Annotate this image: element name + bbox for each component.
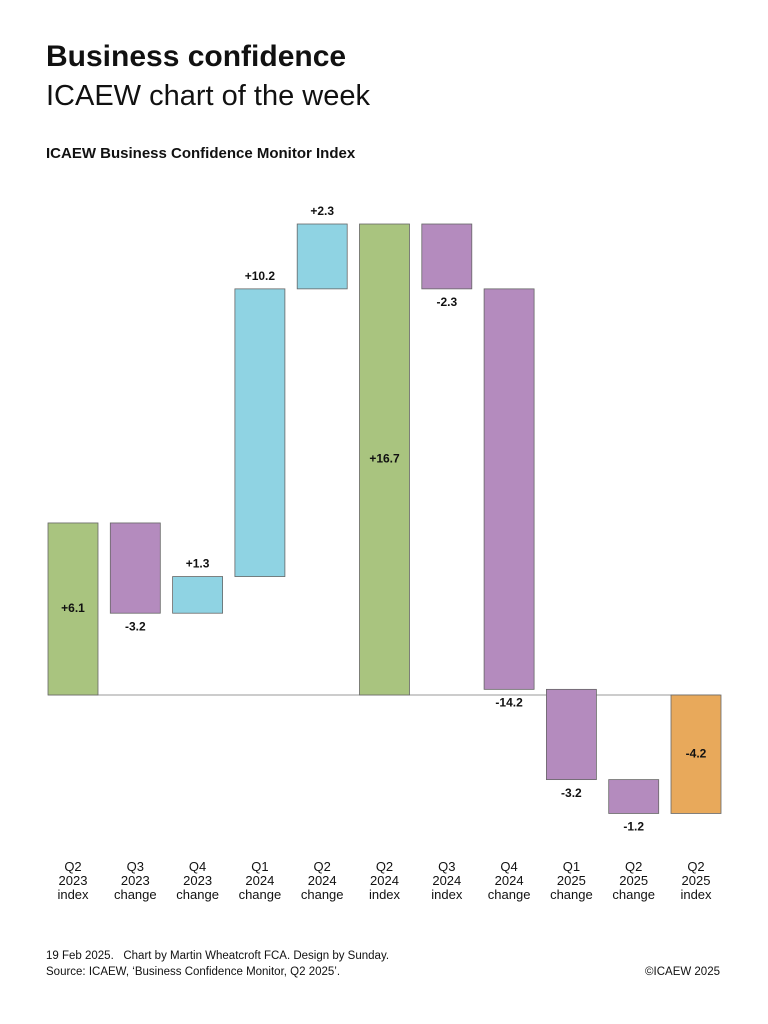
- footer-credit: 19 Feb 2025. Chart by Martin Wheatcroft …: [46, 950, 390, 962]
- x-tick-label: Q3 2023 change: [113, 859, 157, 902]
- value-label: -1.2: [623, 820, 644, 834]
- x-tick-label: Q2 2025 index: [680, 859, 712, 902]
- bar: [296, 223, 348, 290]
- bar: [608, 779, 660, 814]
- footer-source: Source: ICAEW, ‘Business Confidence Moni…: [46, 966, 341, 978]
- value-label: +2.3: [310, 204, 334, 218]
- bar: [670, 694, 722, 814]
- x-tick-label: Q1 2025 change: [550, 859, 593, 902]
- chart-title: ICAEW Business Confidence Monitor Index: [46, 145, 356, 162]
- x-tick-label: Q1 2024 change: [238, 859, 282, 902]
- bar: [359, 223, 410, 696]
- value-label: -4.2: [686, 746, 707, 760]
- bar: [47, 522, 99, 696]
- value-label: -14.2: [495, 696, 523, 710]
- title: Business confidence: [46, 40, 347, 73]
- bar: [546, 688, 597, 781]
- bar: [234, 288, 286, 577]
- x-tick-label: Q3 2024 index: [431, 859, 463, 902]
- bar: [172, 576, 224, 614]
- bar: [109, 522, 161, 614]
- value-label: -3.2: [561, 786, 582, 800]
- bar: [483, 288, 535, 690]
- value-label: -3.2: [125, 619, 146, 633]
- subtitle: ICAEW chart of the week: [46, 80, 370, 112]
- x-tick-label: Q4 2024 change: [487, 859, 531, 902]
- value-label: +16.7: [369, 452, 400, 466]
- value-label: +1.3: [186, 557, 210, 571]
- value-label: +10.2: [245, 269, 276, 283]
- value-label: -2.3: [436, 295, 457, 309]
- copyright: ©ICAEW 2025: [645, 966, 720, 978]
- bar: [421, 223, 473, 290]
- x-tick-label: Q2 2023 index: [57, 859, 89, 902]
- x-tick-label: Q2 2024 index: [368, 859, 401, 902]
- x-tick-label: Q4 2023 change: [176, 859, 219, 902]
- value-label: +6.1: [61, 601, 85, 615]
- x-tick-label: Q2 2024 change: [300, 859, 344, 902]
- x-tick-label: Q2 2025 change: [612, 859, 656, 902]
